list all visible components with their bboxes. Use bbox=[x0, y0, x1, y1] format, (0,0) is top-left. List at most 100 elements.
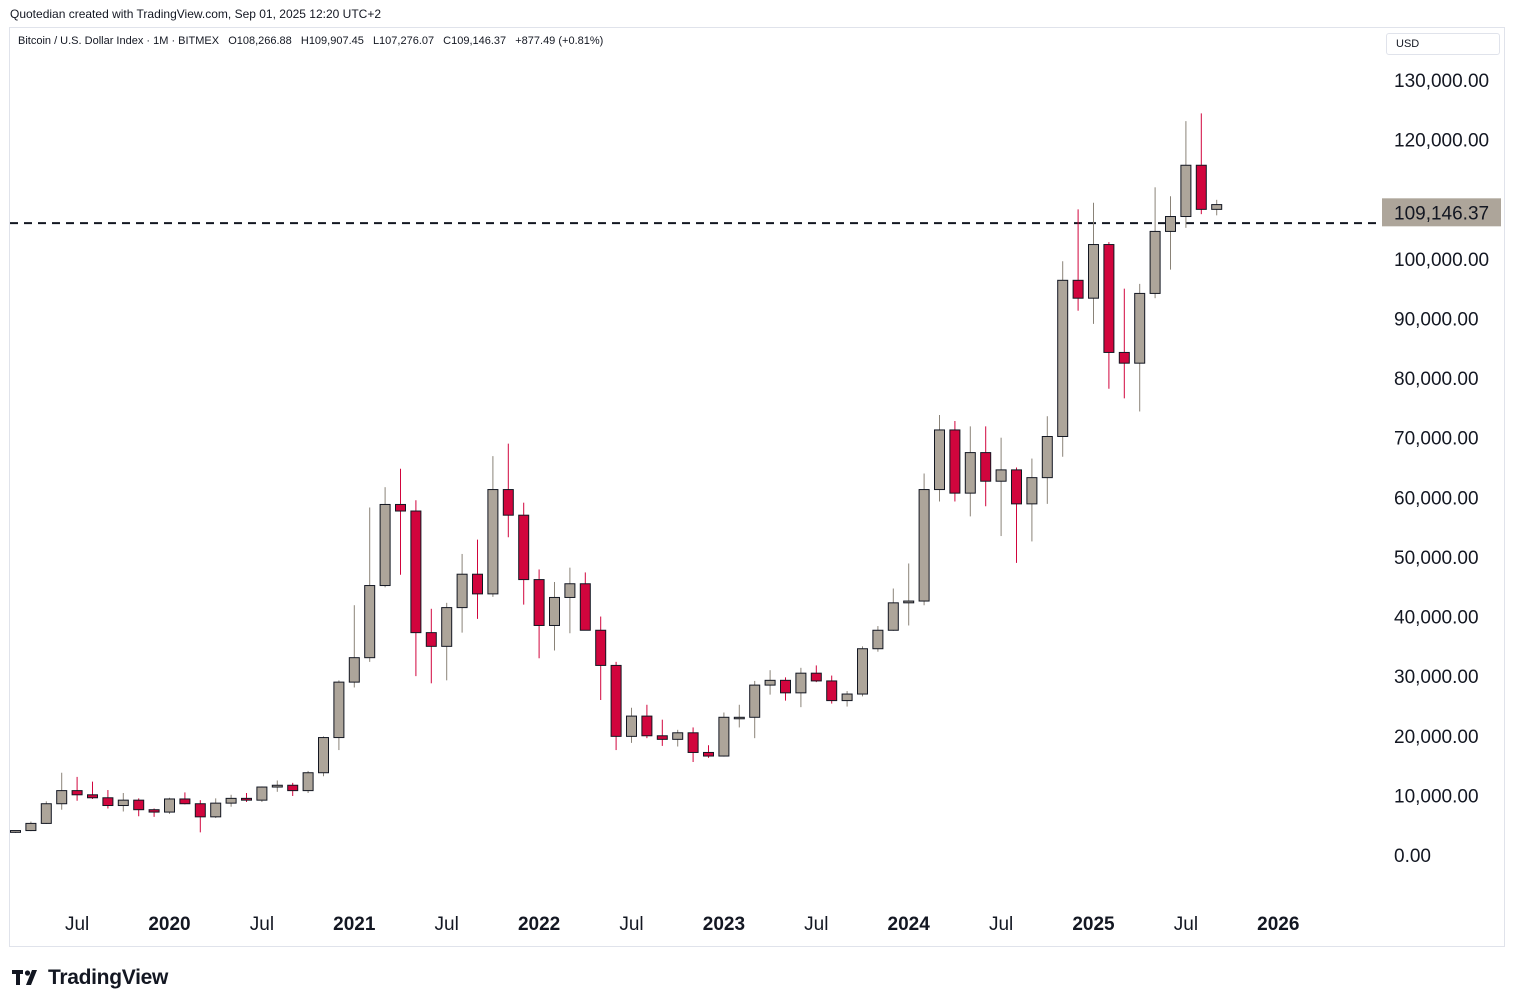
candle[interactable] bbox=[995, 437, 1007, 537]
candle-body bbox=[980, 452, 992, 482]
candle[interactable] bbox=[579, 572, 591, 631]
candle[interactable] bbox=[117, 793, 129, 812]
candle[interactable] bbox=[826, 675, 838, 704]
candle[interactable] bbox=[395, 468, 406, 575]
candle[interactable] bbox=[733, 704, 745, 728]
candle[interactable] bbox=[564, 567, 576, 634]
candle[interactable] bbox=[1103, 242, 1115, 389]
candle[interactable] bbox=[271, 780, 283, 792]
candle[interactable] bbox=[964, 426, 976, 517]
candle[interactable] bbox=[1088, 202, 1099, 324]
candle[interactable] bbox=[749, 680, 761, 739]
candle[interactable] bbox=[225, 794, 237, 807]
candle[interactable] bbox=[25, 821, 37, 832]
candle[interactable] bbox=[102, 790, 114, 809]
candle-body bbox=[379, 503, 391, 587]
candle[interactable] bbox=[87, 781, 98, 799]
candle[interactable] bbox=[934, 415, 945, 502]
candle[interactable] bbox=[872, 626, 884, 652]
candle[interactable] bbox=[795, 667, 807, 708]
candle[interactable] bbox=[364, 507, 376, 662]
candle[interactable] bbox=[410, 500, 422, 677]
candle[interactable] bbox=[1118, 288, 1130, 399]
candle[interactable] bbox=[164, 797, 175, 814]
candle-body bbox=[1180, 164, 1192, 218]
candle[interactable] bbox=[10, 830, 21, 833]
candle[interactable] bbox=[857, 646, 868, 697]
candle[interactable] bbox=[841, 691, 853, 707]
candle[interactable] bbox=[210, 798, 222, 819]
candle[interactable] bbox=[40, 801, 52, 824]
candle-body bbox=[333, 681, 345, 739]
candle[interactable] bbox=[425, 608, 437, 684]
candle[interactable] bbox=[287, 782, 299, 796]
candle[interactable] bbox=[502, 443, 514, 538]
candle[interactable] bbox=[1057, 261, 1069, 457]
candle[interactable] bbox=[1149, 187, 1161, 299]
candle[interactable] bbox=[302, 770, 314, 793]
candle[interactable] bbox=[718, 712, 730, 757]
candle[interactable] bbox=[179, 792, 191, 805]
candle[interactable] bbox=[810, 665, 822, 683]
candle[interactable] bbox=[1041, 416, 1053, 504]
candle-body bbox=[472, 573, 483, 595]
ohlc-change: +877.49 (+0.81%) bbox=[515, 35, 604, 47]
candle[interactable] bbox=[148, 808, 160, 817]
candle[interactable] bbox=[764, 670, 776, 695]
candle[interactable] bbox=[549, 581, 560, 651]
candle[interactable] bbox=[1011, 467, 1022, 563]
candle[interactable] bbox=[1026, 458, 1038, 542]
ohlc-close: C109,146.37 bbox=[443, 35, 507, 47]
candle[interactable] bbox=[656, 719, 668, 746]
candle-body bbox=[841, 693, 853, 702]
candle[interactable] bbox=[903, 563, 915, 626]
currency-selector[interactable]: USD bbox=[1386, 33, 1500, 55]
candle[interactable] bbox=[1165, 196, 1176, 270]
candle[interactable] bbox=[918, 473, 930, 606]
candle[interactable] bbox=[456, 553, 468, 633]
candle[interactable] bbox=[318, 736, 329, 777]
candle-body bbox=[1088, 244, 1099, 299]
footer-brand[interactable]: TradingView bbox=[12, 965, 168, 991]
candle[interactable] bbox=[1134, 283, 1146, 412]
candle[interactable] bbox=[472, 539, 483, 619]
candle-body bbox=[1041, 436, 1053, 479]
candle[interactable] bbox=[71, 776, 83, 801]
candle[interactable] bbox=[641, 704, 653, 739]
candle[interactable] bbox=[533, 569, 545, 659]
time-axis[interactable]: Jul 2020 Jul 2021 Jul 2022 Jul 2023 Jul 2024 Jul 20… bbox=[65, 914, 1299, 935]
candle[interactable] bbox=[56, 772, 68, 810]
price-tick-label: 20,000.00 bbox=[1394, 727, 1479, 748]
candle[interactable] bbox=[887, 588, 899, 631]
price-axis[interactable]: 130,000.00 120,000.00 100,000.00 90,000.00 8… bbox=[1394, 71, 1489, 867]
candle[interactable] bbox=[1180, 121, 1192, 228]
candle[interactable] bbox=[256, 786, 268, 802]
candle[interactable] bbox=[1072, 209, 1084, 311]
candle[interactable] bbox=[1211, 199, 1223, 216]
candle[interactable] bbox=[703, 745, 714, 758]
candle[interactable] bbox=[595, 616, 607, 700]
candle[interactable] bbox=[194, 800, 206, 833]
candle-body bbox=[318, 737, 329, 774]
time-tick-label: 2020 bbox=[148, 914, 190, 935]
candle[interactable] bbox=[441, 602, 453, 681]
candle[interactable] bbox=[241, 793, 252, 802]
candle[interactable] bbox=[626, 707, 637, 743]
candle[interactable] bbox=[379, 487, 391, 588]
candle[interactable] bbox=[518, 502, 530, 605]
candle[interactable] bbox=[687, 727, 699, 762]
symbol-title[interactable]: Bitcoin / U.S. Dollar Index · 1M · BITME… bbox=[18, 35, 220, 47]
candle[interactable] bbox=[780, 677, 791, 701]
candle[interactable] bbox=[487, 456, 499, 597]
time-tick-label: Jul bbox=[1174, 914, 1198, 935]
price-tick-label: 0.00 bbox=[1394, 846, 1431, 867]
candle[interactable] bbox=[672, 729, 684, 747]
candle[interactable] bbox=[1195, 113, 1207, 215]
candle[interactable] bbox=[133, 798, 145, 817]
candle[interactable] bbox=[333, 680, 345, 751]
candle[interactable] bbox=[610, 661, 622, 751]
candle[interactable] bbox=[980, 426, 992, 507]
candle[interactable] bbox=[949, 421, 961, 502]
candle[interactable] bbox=[348, 605, 360, 688]
